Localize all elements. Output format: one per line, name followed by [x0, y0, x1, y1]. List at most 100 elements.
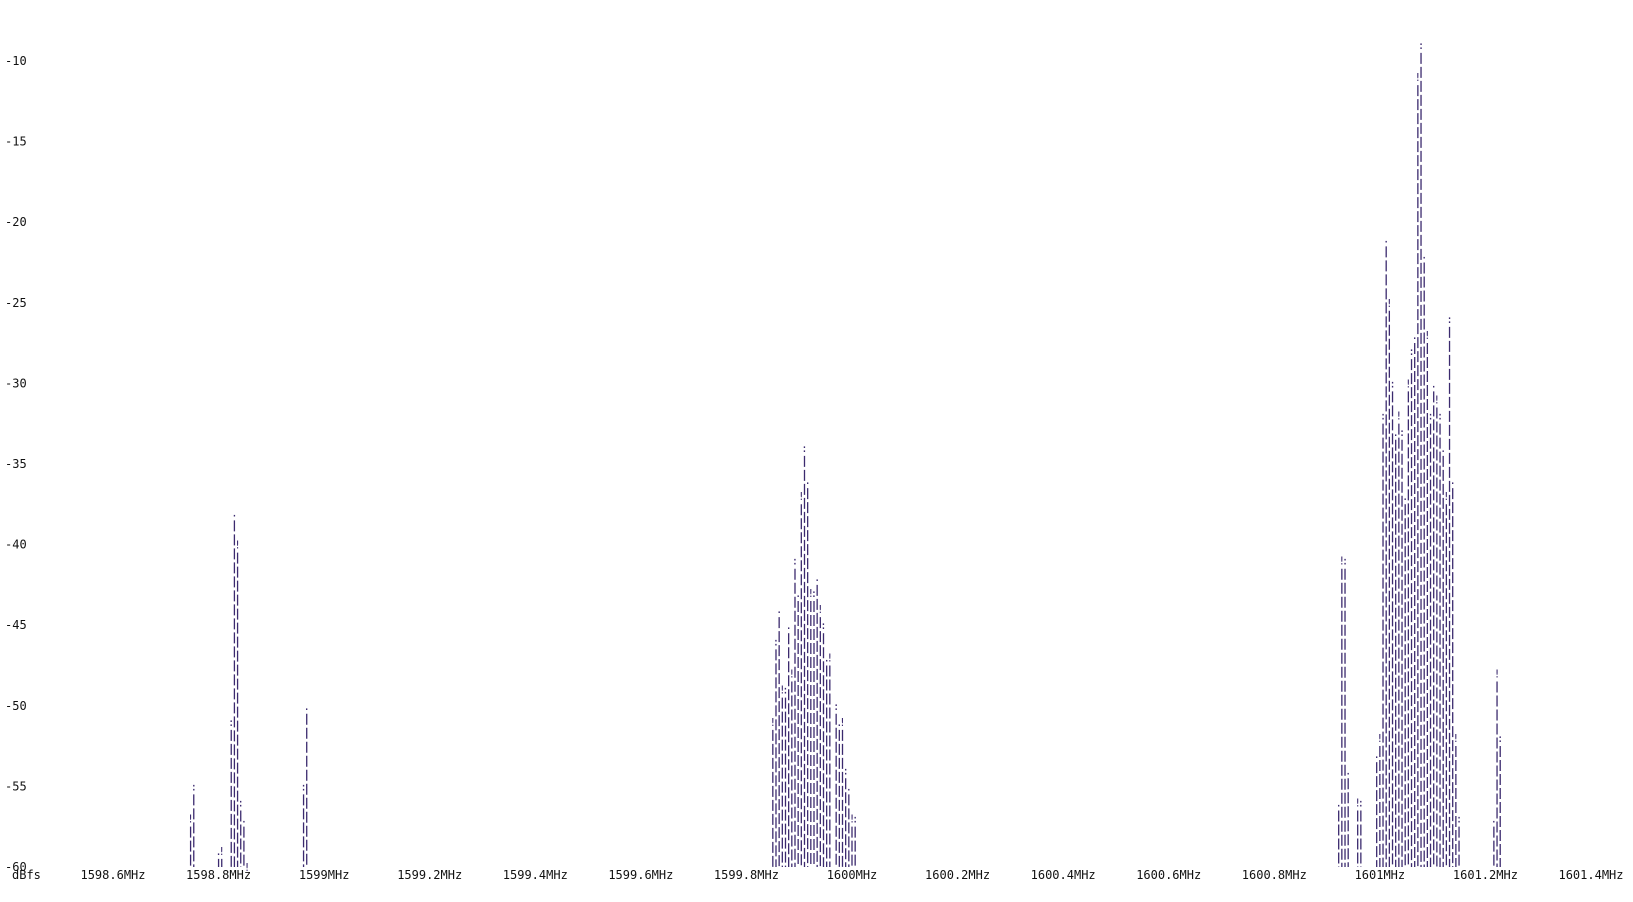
- spectrum-bar: .: [785, 619, 792, 867]
- spectrum-bar: !: [1339, 555, 1346, 867]
- spectrum-bar-peak-glyph: !: [798, 490, 805, 503]
- spectrum-bar-peak-glyph: :: [1399, 426, 1406, 439]
- spectrum-bar: :: [300, 780, 307, 867]
- x-tick-label: 1598.6MHz: [80, 868, 145, 882]
- spectrum-bar: !: [789, 668, 796, 867]
- x-axis: 1598.6MHz 1598.8MHz 1599MHz 1599.2MHz 1599.4…: [80, 868, 1623, 882]
- spectrum-bar-peak-glyph: :: [1389, 377, 1396, 390]
- spectrum-bar-peak-glyph: .: [836, 716, 843, 729]
- spectrum-bar-peak-glyph: :: [1456, 813, 1463, 826]
- spectrum-bar: .: [1421, 248, 1428, 867]
- spectrum-bar: !: [1443, 490, 1450, 867]
- spectrum-bar: .: [1440, 442, 1447, 867]
- spectrum-bar: .: [823, 651, 830, 867]
- spectrum-bar: :: [833, 700, 839, 867]
- spectrum-bar: !: [839, 716, 846, 867]
- spectrum-bar-peak-glyph: !: [1377, 732, 1384, 745]
- y-tick-label: -50: [5, 699, 27, 713]
- spectrum-bar-peak-glyph: !: [1386, 297, 1393, 310]
- spectrum-bar-peak-glyph: !: [1405, 377, 1412, 390]
- spectrum-bar-peak-glyph: !: [234, 539, 241, 552]
- spectrum-bar-peak-glyph: .: [1373, 748, 1380, 761]
- spectrum-bar-peak-glyph: .: [776, 603, 783, 616]
- spectrum-bar-peak-glyph: :: [782, 684, 789, 697]
- spectrum-bar-peak-glyph: .: [1449, 474, 1456, 487]
- spectrum-bar: .: [836, 716, 843, 867]
- x-tick-label: 1600.2MHz: [925, 868, 990, 882]
- spectrum-bar-peak-glyph: :: [1446, 313, 1453, 326]
- spectrum-bar-peak-glyph: .: [804, 474, 811, 487]
- spectrum-bar-peak-glyph: .: [823, 651, 830, 664]
- x-tick-label: 1601.2MHz: [1453, 868, 1518, 882]
- spectrum-bar: .: [1373, 748, 1380, 867]
- x-tick-label: 1600.4MHz: [1031, 868, 1096, 882]
- spectrum-bar: !: [1453, 732, 1459, 867]
- spectrum-bar-peak-glyph: :: [811, 587, 818, 600]
- spectrum-bar: !: [1415, 71, 1421, 867]
- spectrum-bar: .: [241, 813, 248, 867]
- spectrum-bar: .: [303, 700, 310, 867]
- spectrum-bar: :: [1389, 377, 1396, 867]
- spectrum-bar: !: [1386, 297, 1393, 867]
- spectrum-bar-peak-glyph: !: [839, 716, 846, 729]
- spectrum-bar: .: [1491, 813, 1497, 867]
- spectrum-bar-peak-glyph: :: [237, 797, 244, 810]
- spectrum-bar: !: [1354, 797, 1361, 867]
- spectrum-bar-peak-glyph: :: [1380, 410, 1387, 423]
- spectrum-bar: !: [234, 539, 241, 867]
- y-tick-label: -20: [5, 215, 27, 229]
- spectrum-bar: .: [804, 474, 811, 867]
- spectrum-bar: !: [1405, 377, 1412, 867]
- spectrum-bar-peak-glyph: :: [1342, 555, 1349, 568]
- spectrum-bar-peak-glyph: :: [300, 780, 307, 793]
- spectrum-bar-peak-glyph: .: [303, 700, 310, 713]
- spectrum-bar: :: [852, 813, 859, 867]
- spectrum-bar-peak-glyph: .: [241, 813, 248, 826]
- y-tick-label: -55: [5, 779, 27, 793]
- spectrum-bar: !: [770, 716, 776, 867]
- x-tick-label: 1600MHz: [827, 868, 878, 882]
- y-tick-label: -45: [5, 618, 27, 632]
- spectrum-bar-peak-glyph: !: [1339, 555, 1346, 568]
- spectrum-bar-peak-glyph: :: [1437, 410, 1444, 423]
- spectrum-bar: :: [782, 684, 789, 867]
- spectrum-bar-peak-glyph: :: [852, 813, 859, 826]
- x-tick-label: 1600.6MHz: [1136, 868, 1201, 882]
- spectrum-bar-peak-glyph: !: [849, 813, 856, 826]
- spectrum-bar-peak-glyph: :: [1497, 732, 1504, 745]
- x-tick-label: 1600.8MHz: [1242, 868, 1307, 882]
- spectrum-bar-peak-glyph: :: [801, 442, 808, 455]
- spectrum-bar-peak-glyph: !: [218, 845, 225, 858]
- spectrum-bar-peak-glyph: .: [1383, 232, 1390, 245]
- spectrum-bar: :: [1358, 797, 1365, 867]
- spectrum-bar: .: [814, 571, 820, 867]
- spectrum-bar: :: [1399, 426, 1406, 867]
- spectrum-bar: !: [218, 845, 225, 867]
- spectrum-bar: !: [779, 684, 786, 867]
- x-tick-label: 1599.8MHz: [714, 868, 779, 882]
- y-unit-label: dBfs: [12, 868, 41, 882]
- spectrum-bar: .: [1392, 426, 1399, 867]
- spectrum-bar: :: [792, 555, 798, 867]
- spectrum-bar: :: [190, 780, 197, 867]
- spectrum-bar-peak-glyph: !: [1443, 490, 1450, 503]
- spectrum-bar: .: [231, 506, 238, 867]
- spectrum-bar-peak-glyph: !: [1494, 668, 1501, 681]
- spectrum-bar: !: [798, 490, 805, 867]
- spectrum-bar-peak-glyph: !: [789, 668, 796, 681]
- spectrum-bar: .: [1449, 474, 1456, 867]
- spectrum-bar-peak-glyph: !: [779, 684, 786, 697]
- x-tick-label: 1599.2MHz: [397, 868, 462, 882]
- spectrum-bar-peak-glyph: !: [817, 603, 824, 616]
- spectrum-bar: !: [1494, 668, 1501, 867]
- spectrum-bar-peak-glyph: :: [1358, 797, 1365, 810]
- spectrum-bar-peak-glyph: .: [1392, 426, 1399, 439]
- spectrum-bar-peak-glyph: .: [1345, 764, 1352, 777]
- spectrum-bar: !: [187, 813, 194, 867]
- spectrum-bar: !: [808, 587, 814, 867]
- spectrum-bar-peak-glyph: .: [231, 506, 238, 519]
- spectrum-bar: :: [811, 587, 818, 867]
- spectrum-bar: !: [1396, 410, 1402, 867]
- spectrum-bar: :: [773, 635, 779, 867]
